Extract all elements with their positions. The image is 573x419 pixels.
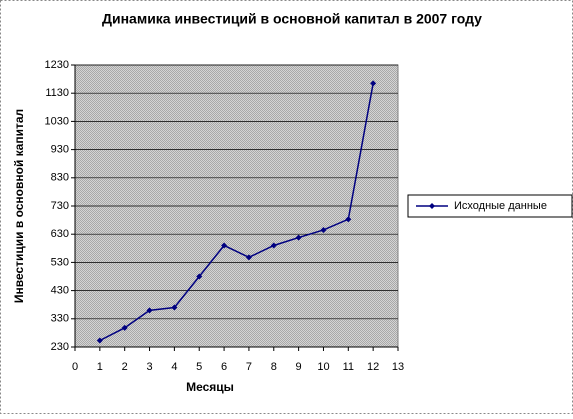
point-marker <box>121 324 128 331</box>
point-marker <box>370 80 377 87</box>
x-tick-label: 7 <box>246 361 252 373</box>
x-tick-label: 2 <box>122 361 128 373</box>
y-axis-label: Инвестиции в основной капитал <box>12 109 26 303</box>
point-marker <box>295 234 302 241</box>
point-marker <box>146 307 153 314</box>
x-tick-label: 12 <box>367 361 379 373</box>
point-marker <box>320 226 327 233</box>
legend-label: Исходные данные <box>454 200 547 212</box>
x-tick-label: 11 <box>343 361 354 373</box>
x-tick-label: 9 <box>296 361 302 373</box>
x-tick-label: 10 <box>317 361 329 373</box>
legend-box <box>407 194 573 218</box>
x-tick-label: 4 <box>171 361 177 373</box>
chart-title: Динамика инвестиций в основной капитал в… <box>102 11 482 27</box>
x-tick-label: 13 <box>392 361 404 373</box>
x-tick-label: 1 <box>97 361 103 373</box>
point-marker <box>96 337 103 344</box>
point-marker <box>171 304 178 311</box>
point-marker <box>345 216 352 223</box>
y-tick-label: 830 <box>51 172 69 184</box>
y-tick-label: 1130 <box>45 87 69 99</box>
y-tick-label: 430 <box>51 285 69 297</box>
x-tick-label: 8 <box>271 361 277 373</box>
point-marker <box>270 242 277 249</box>
x-tick-label: 6 <box>221 361 227 373</box>
x-tick-label: 3 <box>146 361 152 373</box>
y-tick-label: 730 <box>51 200 69 212</box>
point-marker <box>221 242 228 249</box>
y-tick-label: 630 <box>51 228 69 240</box>
y-tick-label: 1230 <box>45 59 69 71</box>
point-marker <box>196 273 203 280</box>
series-line <box>99 83 374 342</box>
y-tick-label: 930 <box>51 144 69 156</box>
y-tick-label: 330 <box>51 313 69 325</box>
x-axis-label: Месяцы <box>186 380 234 394</box>
legend-marker <box>429 203 435 209</box>
x-tick-label: 0 <box>72 361 78 373</box>
point-marker <box>245 254 252 261</box>
x-tick-label: 5 <box>196 361 202 373</box>
y-tick-label: 1030 <box>45 115 69 127</box>
y-tick-label: 530 <box>51 256 69 268</box>
y-tick-label: 230 <box>51 341 69 353</box>
